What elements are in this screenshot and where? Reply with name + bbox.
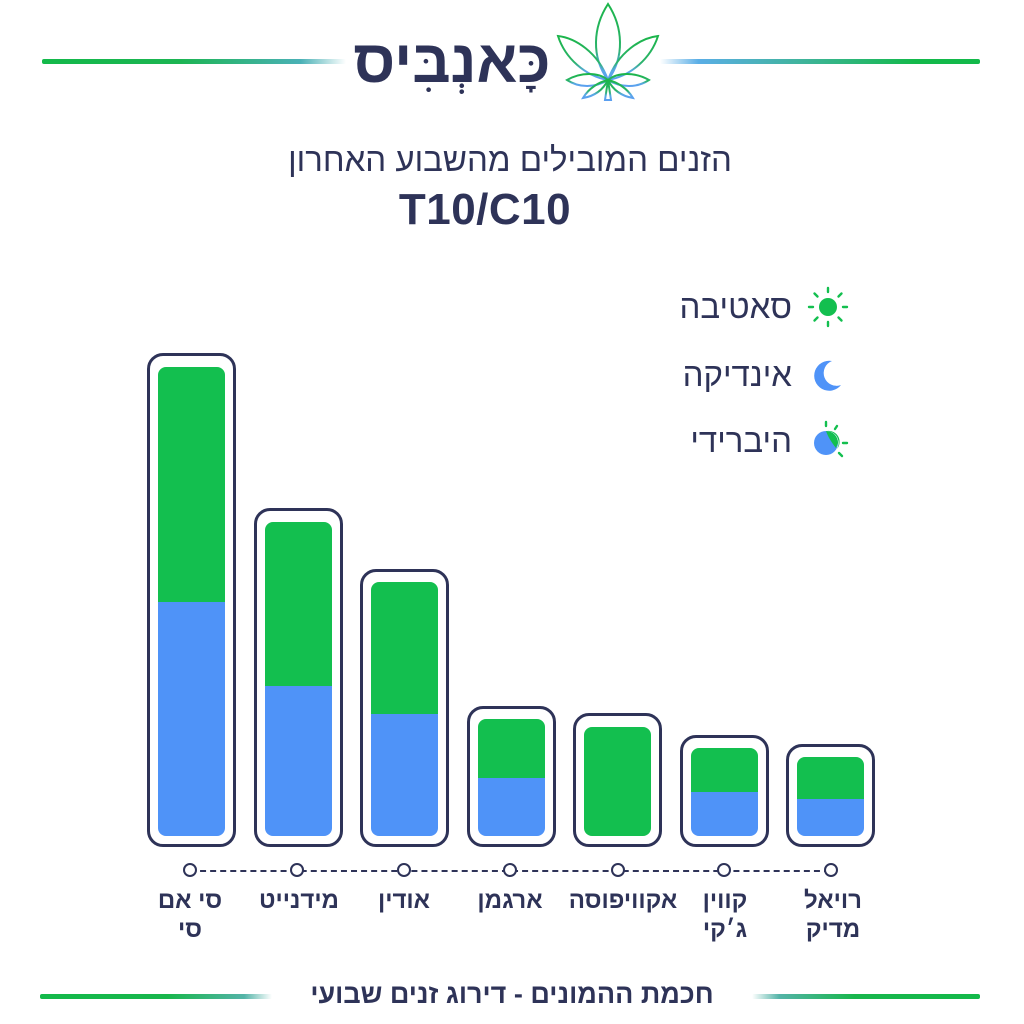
x-label-argaman: ארגמן xyxy=(477,887,543,914)
bar-frame-6[interactable] xyxy=(680,735,769,847)
axis-dot-3 xyxy=(397,863,411,877)
chart-subtitle: הזנים המובילים מהשבוע האחרון xyxy=(288,141,732,178)
axis-dot-5 xyxy=(611,863,625,877)
bar-3 xyxy=(371,582,438,836)
bar-1 xyxy=(158,367,225,836)
bar-frame-5[interactable] xyxy=(573,713,662,847)
bar-7-indica-segment xyxy=(797,799,864,836)
sun-icon xyxy=(807,286,849,328)
bar-5-sativa-segment xyxy=(584,727,651,836)
bar-5 xyxy=(584,727,651,836)
bar-frame-3[interactable] xyxy=(360,569,449,847)
bar-6 xyxy=(691,748,758,836)
legend-item-hybrid: היברידי xyxy=(690,416,850,466)
legend-label-indica: אינדיקה xyxy=(682,356,792,393)
bar-4-indica-segment xyxy=(478,778,545,836)
footer-caption: חכמת ההמונים - דירוג זנים שבועי xyxy=(310,979,714,1009)
bar-frame-2[interactable] xyxy=(254,508,343,847)
x-label-midnight: מידנייט xyxy=(259,887,339,914)
bar-3-indica-segment xyxy=(371,714,438,836)
axis-dot-1 xyxy=(183,863,197,877)
chart-title-code: T10/C10 xyxy=(398,185,572,234)
bar-1-sativa-segment xyxy=(158,367,225,602)
x-label-royal-medic: רויאל מדיק xyxy=(804,887,862,943)
legend-item-sativa: סאטיבה xyxy=(680,282,850,332)
legend-label-hybrid: היברידי xyxy=(690,422,792,459)
x-label-queen-jackie: קווין ג׳קי xyxy=(702,887,748,943)
bar-frame-1[interactable] xyxy=(147,353,236,847)
bar-6-indica-segment xyxy=(691,792,758,836)
cannabis-leaf-icon xyxy=(556,2,660,101)
header-divider-right xyxy=(660,59,980,64)
bar-2 xyxy=(265,522,332,836)
header-divider-left xyxy=(42,59,346,64)
bar-6-sativa-segment xyxy=(691,748,758,792)
axis-dot-7 xyxy=(824,863,838,877)
footer-divider-right xyxy=(752,994,980,999)
hybrid-icon xyxy=(814,420,849,458)
brand-wordmark: כָּאנְבִּיס xyxy=(353,28,551,95)
bar-4 xyxy=(478,719,545,836)
bar-3-sativa-segment xyxy=(371,582,438,714)
bar-1-indica-segment xyxy=(158,602,225,836)
bar-4-sativa-segment xyxy=(478,719,545,778)
bar-frame-4[interactable] xyxy=(467,706,556,847)
bar-2-indica-segment xyxy=(265,686,332,836)
footer-divider-left xyxy=(40,994,272,999)
moon-icon xyxy=(814,360,841,391)
axis-dot-4 xyxy=(503,863,517,877)
x-label-equiposa: אקוויפוסה xyxy=(568,887,678,914)
bar-7-sativa-segment xyxy=(797,757,864,799)
legend-label-sativa: סאטיבה xyxy=(679,288,792,325)
axis-dot-6 xyxy=(717,863,731,877)
x-label-odin: אודין xyxy=(377,887,431,914)
x-label-cmc: סי אם סי xyxy=(157,887,223,943)
legend-item-indica: אינדיקה xyxy=(683,350,850,400)
bar-7 xyxy=(797,757,864,836)
bar-2-sativa-segment xyxy=(265,522,332,686)
bar-frame-7[interactable] xyxy=(786,744,875,847)
axis-dot-2 xyxy=(290,863,304,877)
